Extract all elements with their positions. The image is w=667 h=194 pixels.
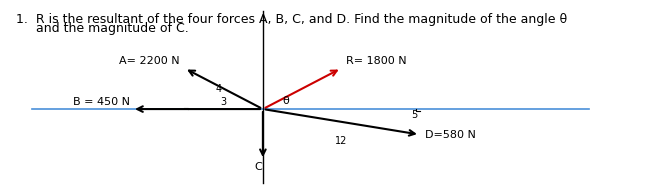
Text: 4: 4	[215, 84, 221, 94]
Text: D=580 N: D=580 N	[424, 130, 476, 140]
Text: 1.  R is the resultant of the four forces A, B, C, and D. Find the magnitude of : 1. R is the resultant of the four forces…	[15, 13, 567, 26]
Text: and the magnitude of C.: and the magnitude of C.	[15, 22, 188, 35]
Text: θ: θ	[282, 96, 289, 106]
Text: A= 2200 N: A= 2200 N	[119, 56, 179, 66]
Text: B = 450 N: B = 450 N	[73, 97, 130, 107]
Text: 3: 3	[221, 97, 227, 107]
Text: R= 1800 N: R= 1800 N	[346, 56, 407, 66]
Text: 5: 5	[411, 110, 418, 120]
Text: C: C	[254, 162, 262, 172]
Text: 12: 12	[335, 136, 348, 146]
